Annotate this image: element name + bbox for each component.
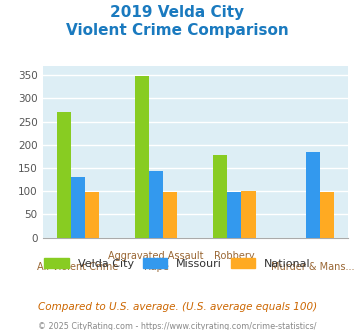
Text: Murder & Mans...: Murder & Mans... <box>271 262 354 272</box>
Bar <box>320 192 334 238</box>
Text: Violent Crime Comparison: Violent Crime Comparison <box>66 23 289 38</box>
Text: © 2025 CityRating.com - https://www.cityrating.com/crime-statistics/: © 2025 CityRating.com - https://www.city… <box>38 322 317 330</box>
Text: Robbery: Robbery <box>214 250 255 261</box>
Text: 2019 Velda City: 2019 Velda City <box>110 5 245 20</box>
Bar <box>57 113 71 238</box>
Text: All Violent Crime: All Violent Crime <box>37 262 119 272</box>
Text: Aggravated Assault: Aggravated Assault <box>108 250 204 261</box>
Bar <box>306 152 320 238</box>
Bar <box>227 192 241 238</box>
Text: Compared to U.S. average. (U.S. average equals 100): Compared to U.S. average. (U.S. average … <box>38 302 317 312</box>
Bar <box>163 192 177 238</box>
Text: Rape: Rape <box>144 262 169 272</box>
Bar <box>71 177 85 238</box>
Bar <box>213 155 227 238</box>
Legend: Velda City, Missouri, National: Velda City, Missouri, National <box>40 253 315 273</box>
Bar <box>135 76 149 238</box>
Bar <box>85 192 99 238</box>
Bar <box>241 191 256 238</box>
Bar <box>149 171 163 238</box>
